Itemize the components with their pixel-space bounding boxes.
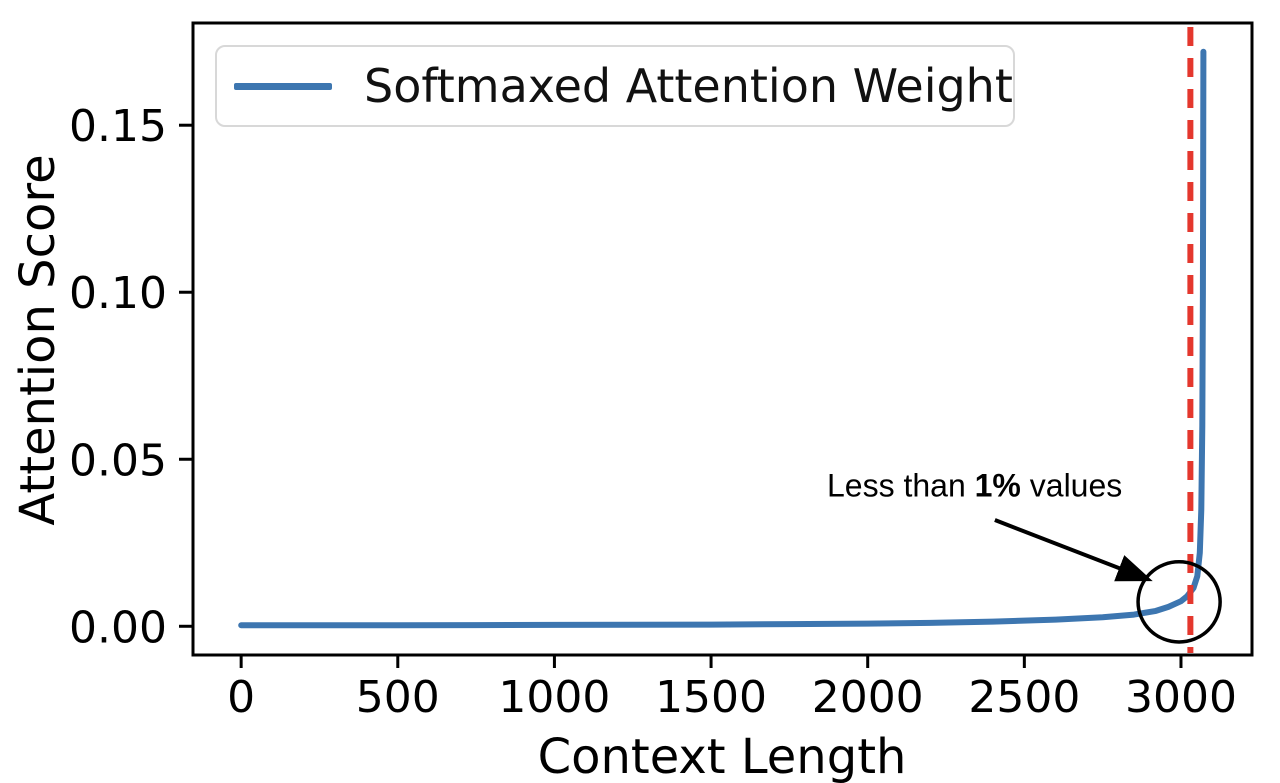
y-tick-label: 0.05 — [69, 435, 167, 486]
x-tick-label: 2000 — [812, 672, 924, 723]
x-tick-label: 1000 — [498, 672, 610, 723]
plot-border — [191, 21, 1254, 657]
annotation-arrow — [994, 518, 1153, 582]
annotation-prefix: Less than — [826, 467, 975, 504]
y-tick-label: 0.15 — [69, 101, 167, 152]
annotation-text: Less than 1% values — [827, 467, 1122, 504]
x-tick-label: 1500 — [655, 672, 767, 723]
x-tick-label: 2500 — [968, 672, 1080, 723]
highlight-circle — [1136, 560, 1222, 644]
y-tick-label: 0.00 — [69, 602, 167, 653]
y-axis-label: Attention Score — [10, 154, 66, 526]
annotation-bold: 1% — [974, 467, 1021, 504]
legend-label: Softmaxed Attention Weight — [364, 59, 1013, 113]
x-tick-label: 0 — [227, 672, 255, 723]
legend: Softmaxed Attention Weight — [215, 45, 1015, 127]
legend-line-sample — [234, 82, 332, 90]
y-tick-label: 0.10 — [69, 268, 167, 319]
x-axis-label: Context Length — [537, 729, 907, 783]
attention-line — [238, 48, 1207, 629]
annotation-suffix: values — [1020, 467, 1123, 504]
x-tick-label: 3000 — [1125, 672, 1237, 723]
x-tick-label: 500 — [356, 672, 440, 723]
